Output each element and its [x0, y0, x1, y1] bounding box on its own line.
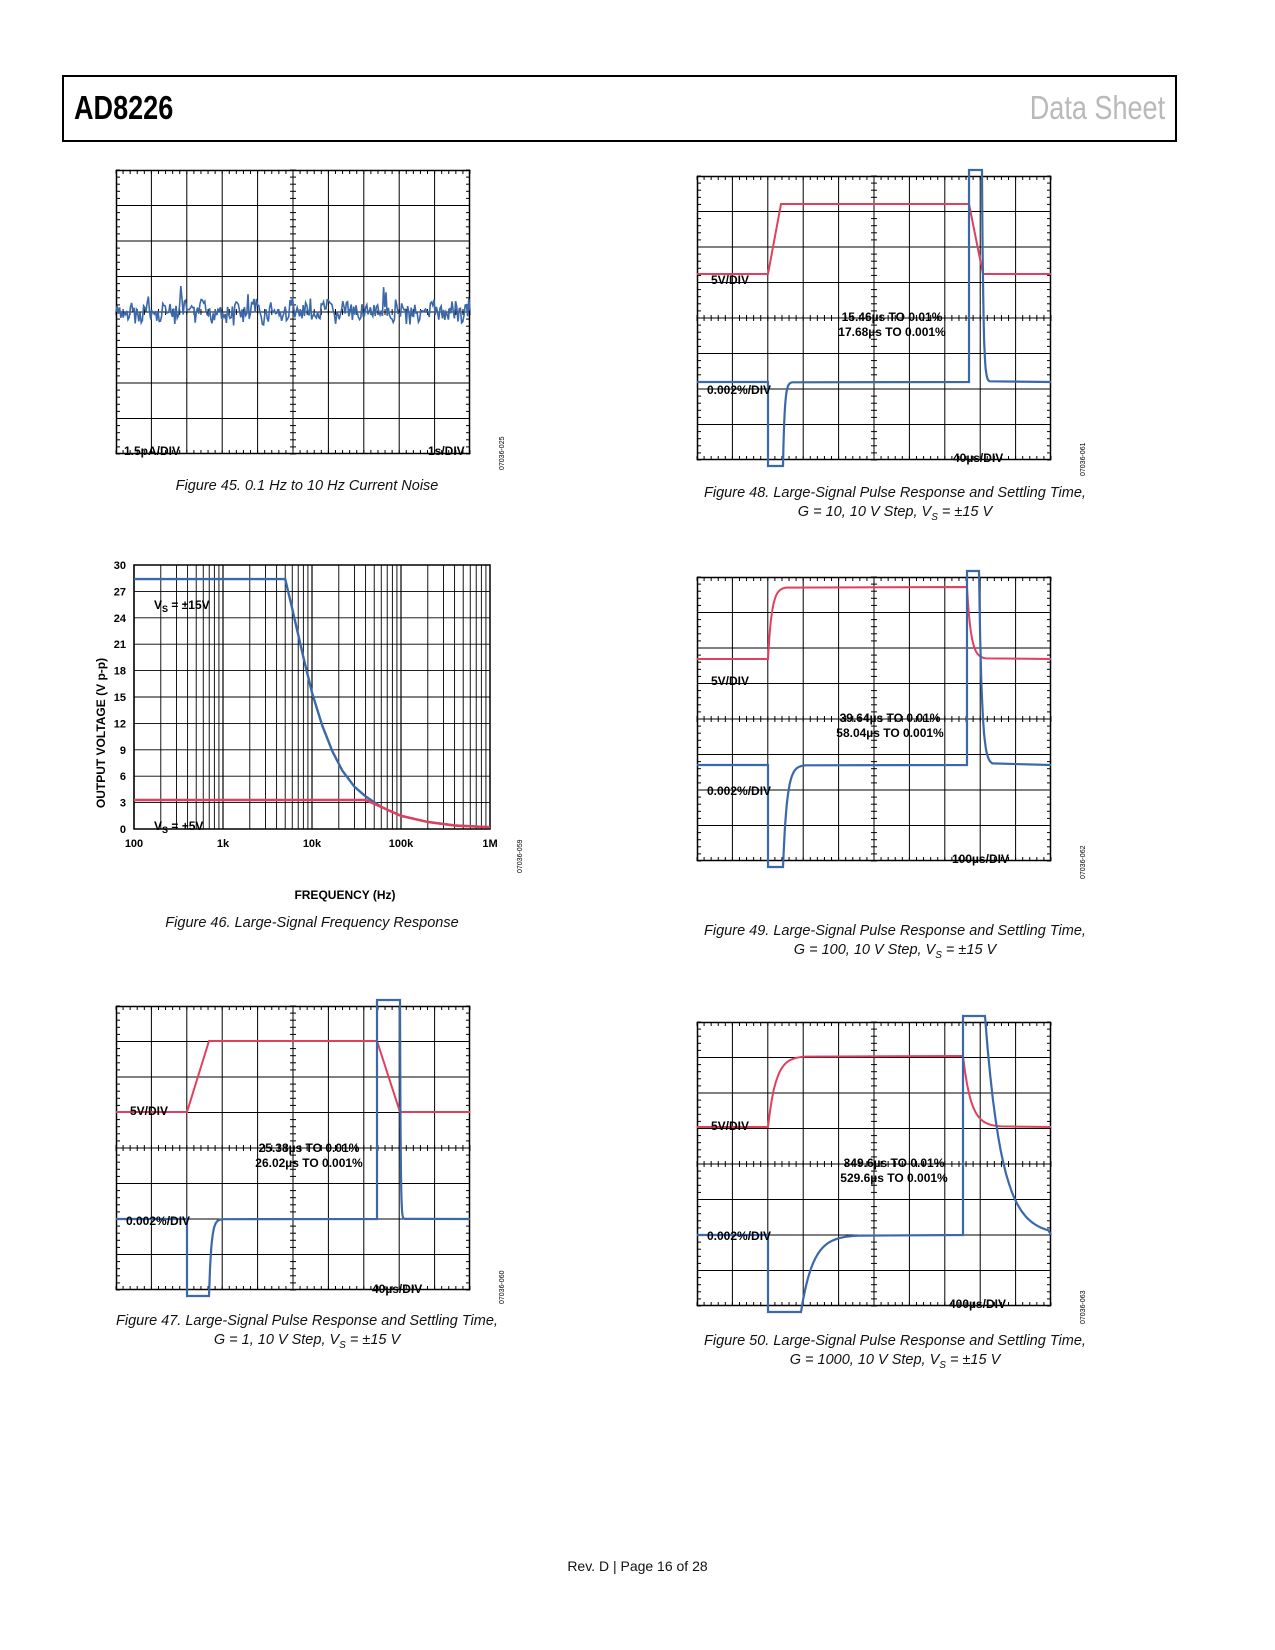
document-type: Data Sheet	[1029, 89, 1165, 126]
y-tick-label: 6	[120, 771, 126, 783]
x-tick-label: 100k	[389, 838, 414, 850]
figure-47-caption: Figure 47. Large-Signal Pulse Response a…	[96, 1312, 518, 1355]
time-scale-label: 40µs/DIV	[953, 451, 1003, 465]
scope-grid	[115, 1005, 471, 1291]
caption-line-1: Figure 48. Large-Signal Pulse Response a…	[704, 485, 1086, 501]
error-scale-label: 0.002%/DIV	[707, 1229, 771, 1243]
settling-time-2: 529.6µs TO 0.001%	[840, 1171, 948, 1185]
y-tick-label: 21	[114, 639, 126, 651]
caption-text: Figure 46. Large-Signal Frequency Respon…	[165, 915, 459, 931]
caption-line-2: G = 1, 10 V Step, VS = ±15 V	[213, 1332, 401, 1351]
series-label-5v: VS = +5V	[154, 819, 203, 835]
figure-code: 07036-061	[1080, 442, 1087, 476]
figure-46-caption: Figure 46. Large-Signal Frequency Respon…	[116, 914, 508, 933]
voltage-scale-label: 5V/DIV	[711, 273, 749, 287]
settling-trace	[697, 569, 1052, 869]
voltage-scale-label: 5V/DIV	[711, 674, 749, 688]
caption-text: Figure 45. 0.1 Hz to 10 Hz Current Noise	[175, 478, 439, 494]
page-header: AD8226 Data Sheet	[62, 75, 1177, 142]
voltage-scale-label: 5V/DIV	[130, 1104, 168, 1118]
page-footer: Rev. D | Page 16 of 28	[0, 1558, 1275, 1574]
x-tick-label: 100	[125, 838, 143, 850]
input-step-trace	[116, 1040, 470, 1113]
figure-46-chart: 0 3 6 9 12 15 18 21 24 27 30 100 1k 10k 100k 1M FREQUEN…	[94, 560, 524, 902]
y-tick-label: 18	[114, 666, 126, 678]
time-scale-label: 100µs/DIV	[952, 852, 1009, 866]
scope-grid	[696, 576, 1052, 862]
y-tick-label: 15	[114, 692, 126, 704]
y-tick-label: 27	[114, 586, 126, 598]
figure-48-caption: Figure 48. Large-Signal Pulse Response a…	[690, 484, 1100, 527]
time-scale-label: 40µs/DIV	[372, 1282, 422, 1296]
error-scale-label: 0.002%/DIV	[707, 784, 771, 798]
revision-page: Rev. D | Page 16 of 28	[567, 1558, 708, 1574]
part-number: AD8226	[74, 89, 174, 126]
figure-47-scope: 5V/DIV 25.38µs TO 0.01% 26.02µs TO 0.001…	[115, 998, 506, 1304]
figure-code: 07036-025	[499, 436, 506, 470]
x-tick-label: 1M	[482, 838, 497, 850]
y-tick-label: 3	[120, 798, 126, 810]
y-tick-label: 12	[114, 718, 126, 730]
settling-trace	[116, 998, 471, 1298]
error-scale-label: 0.002%/DIV	[126, 1214, 190, 1228]
settling-trace	[697, 1014, 1052, 1314]
caption-line-1: Figure 50. Large-Signal Pulse Response a…	[704, 1333, 1086, 1349]
figure-45-caption: Figure 45. 0.1 Hz to 10 Hz Current Noise	[116, 477, 498, 496]
settling-time-2: 58.04µs TO 0.001%	[836, 726, 944, 740]
caption-line-1: Figure 49. Large-Signal Pulse Response a…	[704, 923, 1086, 939]
time-label: 1s/DIV	[428, 444, 465, 458]
noise-trace	[115, 286, 471, 327]
figure-code: 07036-062	[1080, 845, 1087, 879]
settling-time-1: 15.46µs TO 0.01%	[842, 310, 943, 324]
error-scale-label: 0.002%/DIV	[707, 383, 771, 397]
series-line-5v	[134, 798, 491, 829]
y-tick-label: 24	[114, 613, 127, 625]
caption-line-2: G = 100, 10 V Step, VS = ±15 V	[793, 942, 997, 961]
figure-code: 07036-063	[1080, 1290, 1087, 1324]
input-step-trace	[697, 203, 1051, 275]
input-step-trace	[697, 1054, 1052, 1128]
settling-time-2: 26.02µs TO 0.001%	[255, 1156, 363, 1170]
series-label-15v: VS = ±15V	[154, 598, 210, 614]
y-tick-label: 0	[120, 824, 126, 836]
caption-line-2: G = 1000, 10 V Step, VS = ±15 V	[789, 1352, 1001, 1371]
figure-50-scope: 5V/DIV 349.6µs TO 0.01% 529.6µs TO 0.001…	[696, 1014, 1087, 1324]
settling-trace	[697, 168, 1052, 468]
caption-line-2: G = 10, 10 V Step, VS = ±15 V	[797, 504, 993, 523]
x-axis-title: FREQUENCY (Hz)	[294, 888, 395, 902]
x-tick-label: 1k	[217, 838, 230, 850]
caption-line-1: Figure 47. Large-Signal Pulse Response a…	[116, 1313, 498, 1329]
time-scale-label: 400µs/DIV	[949, 1297, 1006, 1311]
scope-grid	[696, 175, 1052, 461]
amplitude-label: 1.5pA/DIV	[124, 444, 180, 458]
figure-50-caption: Figure 50. Large-Signal Pulse Response a…	[690, 1332, 1100, 1375]
settling-time-2: 17.68µs TO 0.001%	[838, 325, 946, 339]
y-axis-title: OUTPUT VOLTAGE (V p-p)	[94, 658, 108, 808]
figure-45-scope: 1.5pA/DIV 1s/DIV 07036-025	[115, 169, 506, 470]
figure-code: 07036-059	[517, 839, 524, 873]
y-tick-label: 30	[114, 560, 126, 572]
y-tick-label: 9	[120, 745, 126, 757]
figure-48-scope: 5V/DIV 15.46µs TO 0.01% 17.68µs TO 0.001…	[696, 168, 1087, 476]
settling-time-1: 349.6µs TO 0.01%	[844, 1156, 945, 1170]
x-tick-label: 10k	[303, 838, 322, 850]
figure-code: 07036-060	[499, 1270, 506, 1304]
figure-49-caption: Figure 49. Large-Signal Pulse Response a…	[690, 922, 1100, 965]
voltage-scale-label: 5V/DIV	[711, 1119, 749, 1133]
settling-time-1: 25.38µs TO 0.01%	[259, 1141, 360, 1155]
figure-49-scope: 5V/DIV 39.64µs TO 0.01% 58.04µs TO 0.001…	[696, 569, 1087, 879]
settling-time-1: 39.64µs TO 0.01%	[840, 711, 941, 725]
